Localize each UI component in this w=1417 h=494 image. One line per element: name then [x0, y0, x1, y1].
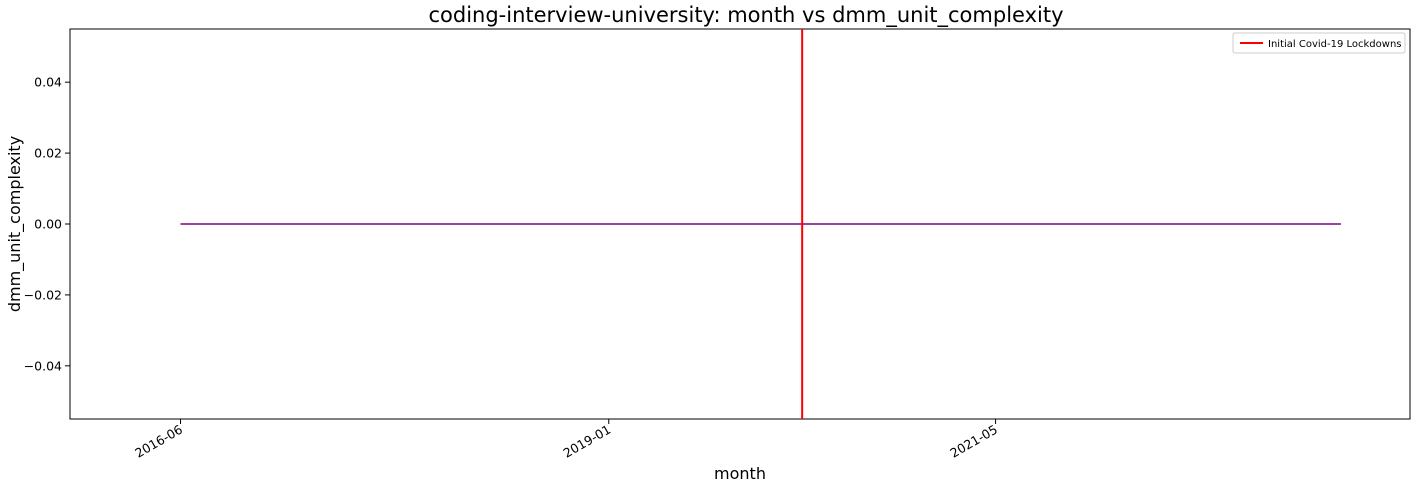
y-tick-label: 0.00 [34, 217, 62, 232]
x-tick-label: 2019-01 [561, 422, 614, 461]
x-tick-label: 2021-05 [947, 422, 1000, 461]
plot-area [69, 28, 1411, 420]
y-tick-label: 0.04 [34, 75, 62, 90]
x-axis: 2016-06 2019-01 2021-05 [132, 419, 1000, 461]
y-tick-label: 0.02 [34, 146, 62, 161]
legend-entry-label: Initial Covid-19 Lockdowns [1268, 39, 1402, 50]
chart-title: coding-interview-university: month vs dm… [428, 3, 1063, 28]
x-tick-label: 2016-06 [132, 422, 185, 461]
x-axis-label: month [714, 464, 766, 483]
legend: Initial Covid-19 Lockdowns [1232, 32, 1406, 54]
y-tick-label: −0.04 [24, 358, 62, 373]
legend-box [1232, 32, 1406, 54]
y-tick-label: −0.02 [24, 287, 62, 302]
y-axis-label: dmm_unit_complexity [5, 136, 25, 312]
y-axis: 0.04 0.02 0.00 −0.02 −0.04 [24, 75, 70, 373]
